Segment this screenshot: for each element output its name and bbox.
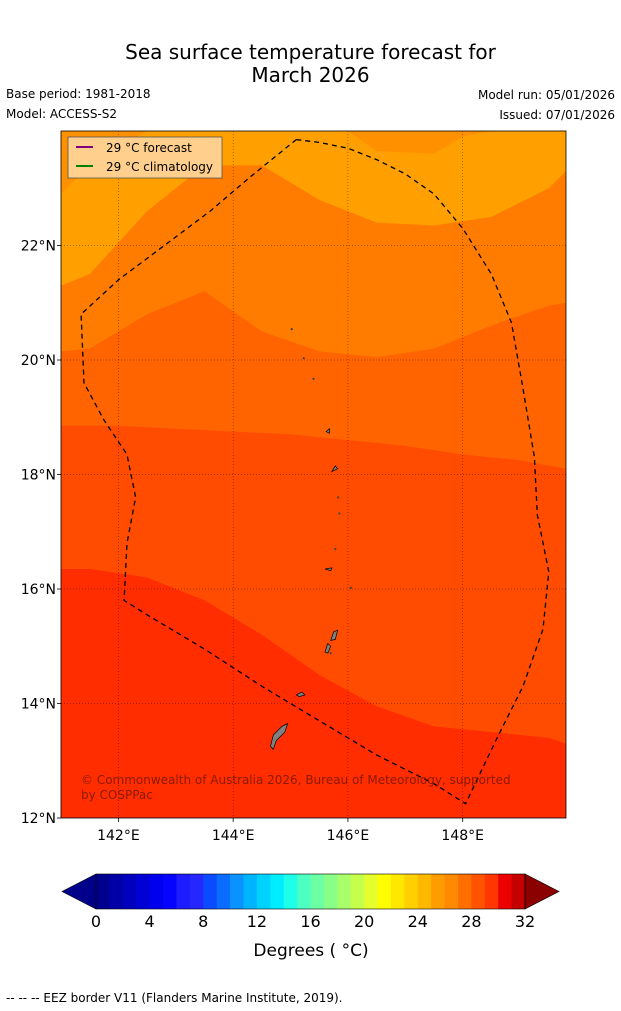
model-name: Model: ACCESS-S2: [6, 107, 118, 121]
colorbar-tick-label: 20: [354, 912, 374, 931]
map-area: [61, 131, 566, 875]
colorbar-segment: [431, 874, 446, 909]
island-anatahan: [324, 567, 333, 572]
colorbar-segment: [136, 874, 151, 909]
sst-band-2: [347, 131, 492, 154]
colorbar-segment: [471, 874, 486, 909]
colorbar-tick-label: 12: [247, 912, 267, 931]
colorbar-segment: [310, 874, 325, 909]
colorbar-segment: [203, 874, 218, 909]
map-axes: 142°E 144°E 146°E 148°E 12°N 14°N 16°N 18°N 20°N…: [21, 239, 484, 845]
y-tick-label: 14°N: [21, 697, 56, 713]
x-tick-label: 146°E: [327, 828, 370, 844]
colorbar-segment: [444, 874, 459, 909]
copyright-line1: © Commonwealth of Australia 2026, Bureau…: [81, 773, 511, 787]
colorbar-tick-label: 28: [461, 912, 481, 931]
colorbar-segment: [404, 874, 419, 909]
colorbar-segment: [109, 874, 124, 909]
issued-date: Issued: 07/01/2026: [499, 108, 615, 122]
colorbar-segment: [364, 874, 379, 909]
y-tick-label: 18°N: [21, 468, 56, 484]
colorbar-segment: [243, 874, 258, 909]
islet: [290, 327, 293, 331]
colorbar-segment: [189, 874, 204, 909]
y-tick-label: 20°N: [21, 353, 56, 369]
islet: [349, 586, 352, 589]
colorbar: 0 4 8 12 16 20 24 28 32: [61, 873, 560, 931]
y-tick-label: 12°N: [21, 811, 56, 827]
colorbar-label: Degrees ( °C): [253, 941, 368, 961]
colorbar-over-arrow: [524, 873, 560, 910]
colorbar-segment: [122, 874, 137, 909]
copyright-line2: by COSPPac: [81, 788, 153, 802]
chart-title-line2: March 2026: [251, 63, 370, 87]
legend-box: 29 °C forecast 29 °C climatology: [67, 136, 223, 179]
colorbar-segment: [417, 874, 432, 909]
colorbar-segment: [256, 874, 271, 909]
island-agrihan: [325, 427, 330, 434]
colorbar-segment: [511, 874, 526, 909]
x-tick-label: 148°E: [441, 828, 484, 844]
sst-band-6: [61, 569, 566, 818]
colorbar-segment: [337, 874, 352, 909]
colorbar-segment: [230, 874, 244, 909]
eez-border: [80, 138, 550, 805]
colorbar-tick-label: 24: [408, 912, 428, 931]
islet: [302, 357, 305, 360]
colorbar-segment: [163, 874, 177, 909]
chart-title-line1: Sea surface temperature forecast for: [125, 40, 496, 64]
islet: [312, 377, 315, 380]
colorbar-tick-label: 32: [515, 912, 535, 931]
colorbar-segment: [297, 874, 311, 909]
sst-band-7: [61, 818, 566, 875]
legend-climatology-label: 29 °C climatology: [106, 160, 213, 174]
colorbar-frame: [95, 873, 526, 910]
colorbar-segment: [498, 874, 513, 909]
island-pagan: [330, 465, 339, 473]
colorbar-segment: [350, 874, 365, 909]
islet: [338, 512, 341, 515]
colorbar-tick-label: 16: [300, 912, 320, 931]
colorbar-under-arrow: [61, 873, 97, 910]
y-tick-label: 22°N: [21, 239, 56, 255]
colorbar-tick-label: 8: [198, 912, 208, 931]
y-tick-label: 16°N: [21, 582, 56, 598]
colorbar-segment: [216, 874, 231, 909]
island-guam: [270, 722, 289, 750]
colorbar-tick-label: 0: [91, 912, 101, 931]
colorbar-segment: [96, 874, 110, 909]
model-run: Model run: 05/01/2026: [477, 88, 615, 102]
base-period: Base period: 1981-2018: [6, 87, 151, 101]
colorbar-segment: [457, 874, 472, 909]
colorbar-segment: [270, 874, 285, 909]
islet: [329, 652, 332, 655]
islet: [334, 547, 337, 551]
x-tick-label: 144°E: [212, 828, 255, 844]
colorbar-tick-label: 4: [145, 912, 155, 931]
island-tinian: [324, 642, 332, 654]
colorbar-segment: [390, 874, 405, 909]
colorbar-segment: [484, 874, 499, 909]
eez-footnote: -- -- -- EEZ border V11 (Flanders Marine…: [6, 991, 343, 1005]
legend-forecast-label: 29 °C forecast: [106, 141, 192, 155]
legend-background: [67, 136, 223, 179]
colorbar-segment: [149, 874, 164, 909]
x-tick-label: 142°E: [97, 828, 140, 844]
colorbar-segment: [323, 874, 338, 909]
colorbar-segment: [176, 874, 191, 909]
island-rota: [295, 691, 306, 697]
island-saipan: [330, 629, 339, 641]
islet: [337, 496, 340, 499]
colorbar-segment: [283, 874, 298, 909]
colorbar-segment: [377, 874, 392, 909]
